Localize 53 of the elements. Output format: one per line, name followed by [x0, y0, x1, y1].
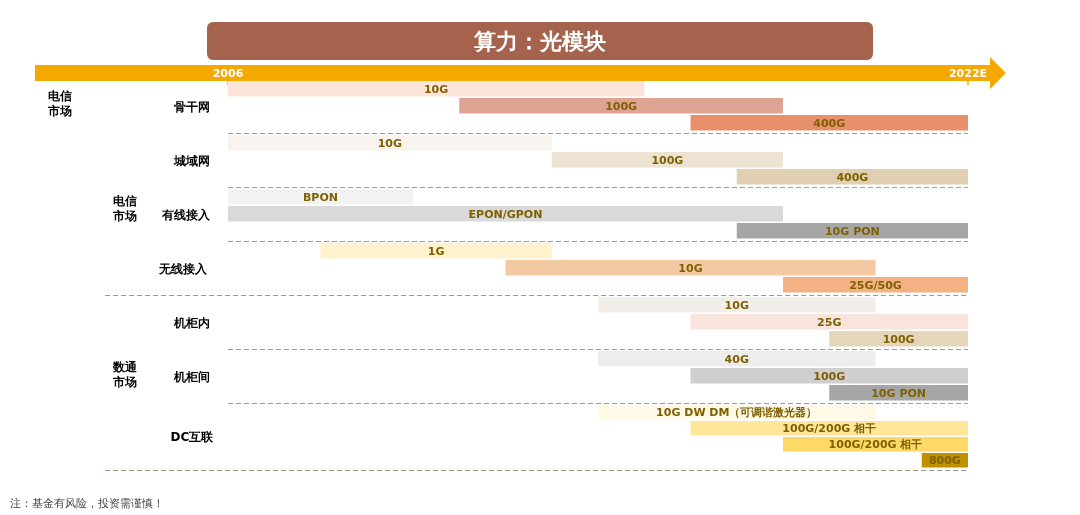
y-tick-label: 10G PON	[871, 386, 927, 400]
y-tick-label: 25G	[817, 315, 842, 329]
bar	[598, 351, 876, 367]
text: 骨干网	[174, 99, 210, 114]
y-tick-label: 100G	[813, 369, 846, 383]
text: 有线接入	[161, 207, 211, 222]
bar	[228, 81, 645, 97]
bar	[598, 297, 876, 313]
bar	[551, 152, 783, 168]
y-tick-label: 400G	[836, 170, 869, 184]
y-tick-label: 10G	[678, 261, 703, 275]
y-tick-label: EPON/GPON	[468, 207, 543, 221]
y-tick-label: 10G PON	[824, 224, 880, 238]
bar	[320, 243, 552, 259]
chart-title: 算力：光模块	[473, 29, 606, 54]
y-tick-label: 800G	[928, 454, 961, 468]
text: DC互联	[170, 430, 215, 444]
bar	[690, 314, 968, 330]
text: 机柜间	[173, 369, 210, 384]
bar	[228, 206, 783, 222]
bar	[783, 277, 968, 293]
bar	[736, 223, 968, 239]
y-tick-label: 100G	[605, 99, 638, 113]
bar	[228, 135, 552, 151]
y-tick-label: 100G/200G 相干	[828, 438, 923, 452]
bar	[459, 98, 783, 114]
bar	[690, 368, 968, 384]
y-tick-label: 1G	[427, 244, 445, 258]
text: 无线接入	[158, 261, 208, 276]
bar	[736, 169, 968, 185]
bar	[505, 260, 876, 276]
y-tick-label: 40G	[724, 352, 749, 366]
y-tick-label: 25G/50G	[849, 278, 902, 292]
text: 电信市场	[47, 89, 72, 118]
y-tick-label: 10G DW DM（可调谐激光器）	[656, 406, 818, 420]
bar	[228, 189, 413, 205]
bar	[690, 115, 968, 131]
text: 电信市场	[112, 193, 137, 223]
text: 注：基金有风险，投资需谨慎！	[10, 497, 164, 510]
y-tick-label: 10G	[423, 82, 449, 96]
y-tick-label: 100G	[882, 332, 915, 346]
x-tick-label: 2006	[212, 67, 244, 80]
y-tick-label: BPON	[302, 190, 339, 204]
y-tick-label: 100G/200G 相干	[782, 422, 877, 436]
y-tick-label: 10G	[377, 136, 403, 150]
bar	[829, 331, 968, 347]
text: 机柜内	[173, 315, 210, 330]
text: 城域网	[173, 153, 210, 168]
y-tick-label: 100G	[651, 153, 684, 167]
y-tick-label: 400G	[813, 116, 846, 130]
y-tick-label: 10G	[724, 298, 749, 312]
x-tick-label: 2022E	[948, 67, 988, 80]
text: 数通市场	[112, 360, 138, 389]
